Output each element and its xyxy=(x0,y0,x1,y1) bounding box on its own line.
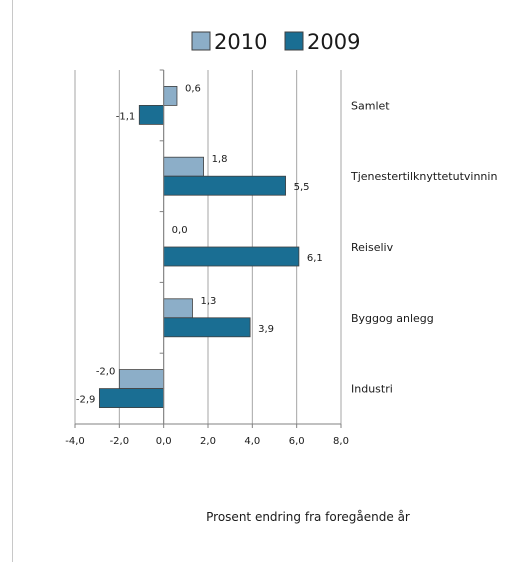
labels: -2,0 -2,9 Industri 1,3 3,9 Byggog anlegg 0,0 6,… xyxy=(76,83,498,405)
legend-swatch-2010 xyxy=(191,31,211,51)
data-label-2010-0: -2,0 xyxy=(96,367,116,378)
data-label-2010-4: 0,6 xyxy=(185,83,201,94)
chart-frame: 2010 2009 -4,0 -2,0 0,0 2,0 4,0 6,0 8,0 -2,0 -2… xyxy=(12,0,515,562)
data-label-2009-2: 6,1 xyxy=(307,253,323,264)
x-tick-label-5: 6,0 xyxy=(289,436,305,447)
data-label-2009-0: -2,9 xyxy=(76,395,96,406)
x-tick-label-0: -4,0 xyxy=(65,436,85,447)
data-label-2010-3: 1,8 xyxy=(212,154,228,165)
legend: 2010 2009 xyxy=(191,30,360,54)
axes: -4,0 -2,0 0,0 2,0 4,0 6,0 8,0 xyxy=(65,69,349,447)
bars xyxy=(98,86,300,409)
bar-2009-3 xyxy=(163,175,286,196)
x-tick-label-2: 0,0 xyxy=(156,436,172,447)
data-label-2009-4: -1,1 xyxy=(116,111,136,122)
bar-chart: 2010 2009 -4,0 -2,0 0,0 2,0 4,0 6,0 8,0 -2,0-2… xyxy=(65,30,498,524)
data-label-2010-1: 1,3 xyxy=(200,296,216,307)
legend-label-2009: 2009 xyxy=(307,30,360,54)
legend-label-2010: 2010 xyxy=(214,30,267,54)
data-label-2009-3: 5,5 xyxy=(294,182,310,193)
bar-2009-1 xyxy=(163,317,251,338)
category-label-1: Byggog anlegg xyxy=(351,312,434,325)
bar-2010-4 xyxy=(163,86,178,106)
category-label-3: Tjenestertilknyttetutvinnin xyxy=(350,170,497,183)
x-tick-label-3: 2,0 xyxy=(200,436,216,447)
bar-2010-1 xyxy=(163,298,193,319)
bar-2009-0 xyxy=(98,388,165,409)
x-tick-label-6: 8,0 xyxy=(333,436,349,447)
x-tick-label-1: -2,0 xyxy=(110,436,130,447)
x-axis-title: Prosent endring fra foregående år xyxy=(206,510,410,524)
bar-2009-4 xyxy=(138,105,165,125)
bar-2010-0 xyxy=(118,369,165,390)
category-label-4: Samlet xyxy=(351,99,390,112)
bar-2010-3 xyxy=(163,156,204,177)
data-label-2010-2: 0,0 xyxy=(172,225,188,236)
data-label-2009-1: 3,9 xyxy=(258,324,274,335)
bar-2009-2 xyxy=(163,246,300,267)
x-tick-label-4: 4,0 xyxy=(244,436,260,447)
legend-swatch-2009 xyxy=(284,31,304,51)
category-label-2: Reiseliv xyxy=(351,241,394,254)
category-label-0: Industri xyxy=(351,383,393,396)
